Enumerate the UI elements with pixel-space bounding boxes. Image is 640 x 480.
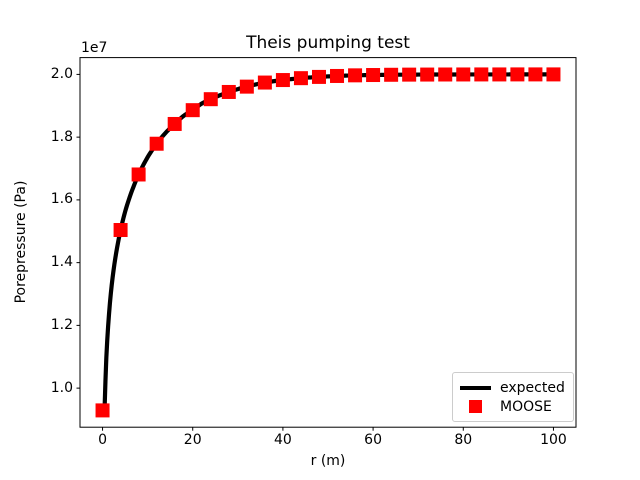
moose-data-marker	[420, 67, 435, 82]
moose-data-marker	[492, 67, 507, 82]
x-tick-label: 80	[454, 432, 473, 448]
y-tick-label: 1.6	[50, 191, 73, 208]
moose-data-marker	[257, 75, 272, 90]
moose-data-marker	[348, 68, 363, 83]
y-tick-label: 1.0	[50, 379, 73, 396]
legend-label-expected: expected	[500, 379, 565, 396]
moose-data-marker	[293, 71, 308, 86]
moose-data-marker	[528, 67, 543, 82]
moose-data-marker	[311, 69, 326, 84]
moose-data-marker	[330, 68, 345, 83]
moose-data-marker	[167, 116, 182, 131]
moose-data-marker	[275, 73, 290, 88]
moose-data-marker	[456, 67, 471, 82]
x-tick-label: 20	[183, 432, 202, 448]
axes-frame	[79, 57, 577, 428]
x-tick-label: 40	[273, 432, 292, 448]
moose-data-marker	[474, 67, 489, 82]
moose-data-marker	[402, 67, 417, 82]
moose-data-marker	[510, 67, 525, 82]
moose-data-marker	[185, 103, 200, 118]
moose-data-marker	[131, 167, 146, 182]
moose-data-marker	[546, 67, 561, 82]
moose-data-marker	[221, 84, 236, 99]
x-tick-label: 60	[364, 432, 382, 448]
expected-line-swatch	[460, 385, 491, 390]
moose-data-marker	[239, 79, 254, 94]
moose-data-marker	[366, 68, 381, 83]
x-tick-label: 100	[540, 432, 567, 448]
x-tick-label: 0	[98, 432, 107, 448]
legend-line-sample	[460, 385, 491, 390]
moose-data-marker	[113, 223, 128, 238]
legend-marker-sample	[460, 400, 491, 413]
legend-label-moose: MOOSE	[500, 398, 552, 415]
legend-entry-expected: expected	[460, 378, 565, 397]
moose-data-marker	[438, 67, 453, 82]
y-tick-label: 2.0	[50, 65, 73, 82]
moose-data-marker	[95, 403, 110, 418]
y-axis-offset-label: 1e7	[81, 40, 108, 56]
y-tick-label: 1.4	[50, 254, 73, 271]
moose-data-marker	[384, 67, 399, 82]
moose-data-marker	[203, 92, 218, 107]
legend-entry-moose: MOOSE	[460, 397, 565, 416]
moose-data-marker	[149, 136, 164, 151]
chart-title: Theis pumping test	[246, 33, 410, 53]
y-tick-label: 1.2	[50, 316, 73, 333]
legend: expected MOOSE	[452, 372, 574, 422]
y-tick-label: 1.8	[50, 128, 73, 145]
x-axis-label: r (m)	[310, 453, 346, 469]
moose-marker-swatch	[469, 400, 482, 413]
